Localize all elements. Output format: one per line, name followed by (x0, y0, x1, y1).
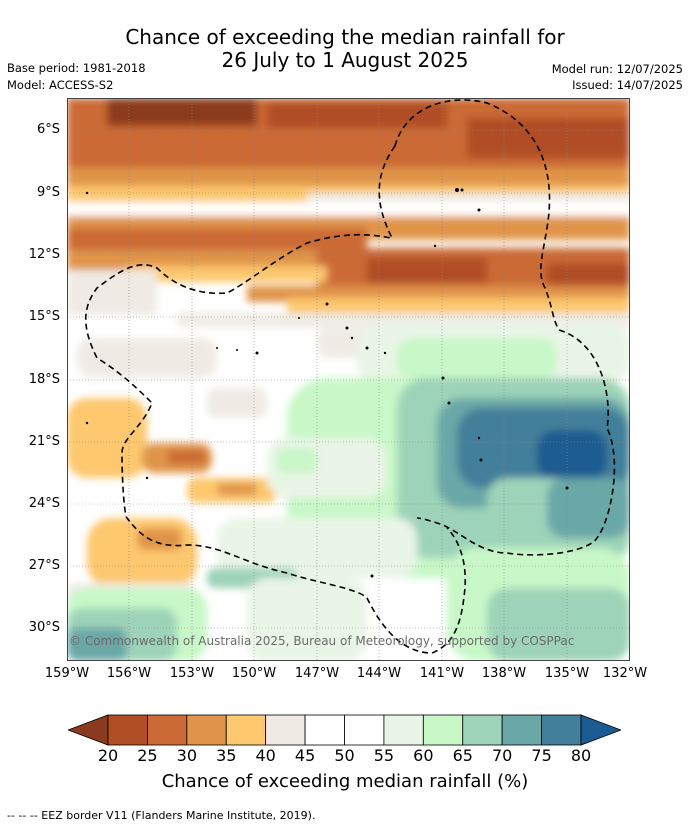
colorbar (66, 714, 623, 746)
lat-label: 24°S (28, 496, 60, 511)
colorbar-tick-label: 70 (491, 746, 513, 765)
colorbar-graphic (66, 714, 623, 746)
colorbar-segment (265, 714, 306, 746)
map-title-line2: 26 July to 1 August 2025 (221, 48, 469, 72)
colorbar-segment (186, 714, 227, 746)
colorbar-segment (304, 714, 345, 746)
rainfall-field (67, 98, 630, 661)
lon-label: 153°W (169, 666, 215, 681)
lon-label: 156°W (106, 666, 152, 681)
colorbar-tick-label: 50 (334, 746, 355, 765)
eez-legend-note: -- -- -- EEZ border V11 (Flanders Marine… (7, 809, 316, 822)
colorbar-tick-label: 25 (137, 746, 158, 765)
colorbar-segment (107, 714, 148, 746)
lon-label: 141°W (419, 666, 465, 681)
colorbar-tick-label: 65 (452, 746, 473, 765)
lat-label: 15°S (28, 309, 60, 324)
map-canvas (67, 98, 630, 661)
colorbar-segment (541, 714, 582, 746)
issued-date: Issued: 14/07/2025 (572, 78, 683, 92)
model-run: Model run: 12/07/2025 (551, 62, 683, 76)
lon-label: 150°W (231, 666, 277, 681)
colorbar-segment (383, 714, 424, 746)
colorbar-tick-label: 40 (255, 746, 276, 765)
islands (85, 188, 569, 578)
colorbar-tick-label: 35 (216, 746, 237, 765)
lat-label: 6°S (36, 122, 60, 137)
colorbar-tick-label: 60 (413, 746, 434, 765)
lat-label: 18°S (28, 372, 60, 387)
lon-label: 147°W (294, 666, 340, 681)
lat-label: 21°S (28, 434, 60, 449)
colorbar-segment (225, 714, 267, 746)
colorbar-segment (147, 714, 188, 746)
lon-label: 132°W (602, 666, 648, 681)
base-period: Base period: 1981-2018 (7, 61, 146, 75)
eez-border (85, 99, 616, 654)
colorbar-tick-label: 75 (531, 746, 552, 765)
colorbar-segment (501, 714, 542, 746)
lon-label: 159°W (44, 666, 90, 681)
colorbar-extend-low (66, 714, 109, 746)
lat-label: 12°S (28, 247, 60, 262)
lat-label: 27°S (28, 558, 60, 573)
colorbar-tick-label: 30 (176, 746, 197, 765)
model-name: Model: ACCESS-S2 (7, 78, 114, 92)
lat-label: 30°S (28, 620, 60, 635)
colorbar-tick-label: 45 (294, 746, 316, 765)
lon-label: 135°W (544, 666, 590, 681)
graticule (67, 98, 630, 661)
colorbar-segment (344, 714, 385, 746)
colorbar-tick-label: 55 (373, 746, 395, 765)
lon-label: 144°W (356, 666, 402, 681)
colorbar-tick-label: 80 (570, 746, 592, 765)
lat-label: 9°S (36, 185, 60, 200)
lon-label: 138°W (481, 666, 527, 681)
rainfall-probability-map: © Commonwealth of Australia 2025, Bureau… (67, 98, 630, 661)
colorbar-segment (422, 714, 464, 746)
colorbar-tick-label: 20 (97, 746, 119, 765)
map-title-line1: Chance of exceeding the median rainfall … (125, 25, 565, 49)
colorbar-segment (462, 714, 503, 746)
colorbar-title: Chance of exceeding median rainfall (%) (161, 771, 529, 792)
colorbar-extend-high (580, 714, 623, 746)
copyright-notice: © Commonwealth of Australia 2025, Bureau… (69, 634, 575, 648)
